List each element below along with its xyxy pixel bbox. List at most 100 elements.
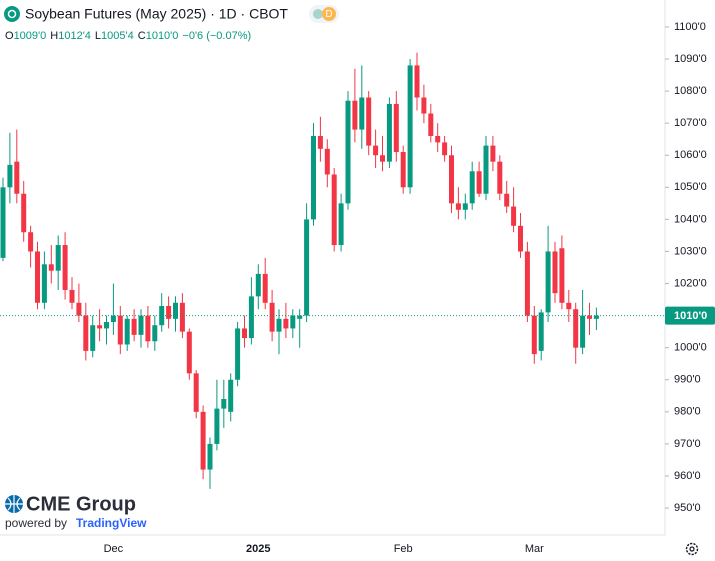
candle-body [352,100,358,130]
candle-body [462,203,468,210]
candle-body [242,328,247,339]
candle-body [97,325,103,329]
y-tick-label: 1070'0 [674,117,707,129]
candle-body [76,302,82,316]
candle-body [311,135,316,220]
candle-body [62,245,68,290]
candle-body [345,100,351,204]
candle-body [69,289,75,303]
candle-body [380,155,385,162]
candle-body [552,251,558,294]
candle-body [587,315,592,319]
candle-body [235,328,241,380]
ohlc-key: O [5,30,14,42]
ohlc-key: C [138,30,146,42]
candle-body [469,171,475,204]
x-tick-label: Mar [525,543,544,555]
candle-body [373,145,379,156]
candle-body [166,305,172,319]
candle-body [28,232,34,252]
candle-body [476,171,482,194]
candle-body [276,318,282,332]
ohlc-value: 1009'0 [14,30,47,42]
ohlc-value: 1005'4 [101,30,134,42]
candle-body [435,135,441,143]
settings-icon[interactable] [685,542,699,556]
ohlc-value: 1010'0 [146,30,179,42]
candle-body [414,65,420,98]
y-tick-label: 1040'0 [674,213,707,225]
y-tick-label: 1090'0 [674,53,707,65]
candle-body [331,174,337,246]
candle-body [566,302,572,310]
candle-body [200,411,206,470]
candle-body [442,142,448,156]
candle-body [55,245,61,271]
y-tick-label: 990'0 [674,374,701,386]
candle-body [483,145,489,194]
ohlc-key: L [95,30,101,42]
candle-body [179,302,185,332]
y-tick-label: 1020'0 [674,277,707,289]
candle-body [124,318,130,345]
candle-body [407,65,413,188]
candle-body [559,248,565,303]
candle-body [35,251,40,303]
candle-body [511,206,517,226]
candle-body [338,203,344,246]
candle-body [359,97,365,130]
x-tick-label: 2025 [246,543,270,555]
candle-body [104,322,109,329]
y-tick-label: 970'0 [674,438,701,450]
candle-body [83,315,89,351]
ohlc-key: H [50,30,58,42]
candle-body [131,318,137,335]
last-price-label: 1010'0 [674,310,707,322]
candle-body [428,113,434,136]
candle-body [490,145,496,162]
candle-body [159,305,165,326]
candle-body [117,315,123,345]
candle-body [317,135,323,149]
candle-body [524,251,530,316]
y-tick-label: 980'0 [674,406,701,418]
candle-body [14,161,20,194]
candle-body [255,273,261,297]
candle-body [573,309,579,348]
x-tick-label: Feb [394,543,413,555]
candle-body [145,315,151,342]
candle-body [138,315,144,335]
candle-body [228,379,234,412]
candle-body [48,264,54,271]
ohlc-change: −0'6 (−0.07%) [182,30,251,42]
y-tick-label: 1060'0 [674,149,707,161]
candle-body [110,315,116,323]
candle-body [449,155,454,204]
candle-body [90,325,96,351]
candle-body [518,225,523,252]
candle-body [221,399,227,409]
candle-body [531,315,537,355]
candle-body [324,148,330,175]
candle-body [173,302,178,319]
candle-body [214,408,220,444]
brand-name: CME Group [26,493,136,515]
candle-body [290,315,296,329]
candle-body [455,203,461,210]
symbol-icon [4,6,20,22]
candle-body [580,315,586,348]
candle-body [41,264,47,303]
candle-body [497,161,503,194]
candle-body [504,193,510,207]
ohlc-value: 1012'4 [58,30,91,42]
candle-body [7,164,13,188]
last-price-box [665,306,715,325]
candle-body [248,296,254,339]
y-tick-label: 1030'0 [674,245,707,257]
candle-body [393,103,399,153]
x-tick-label: Dec [104,543,124,555]
interval-badge[interactable] [309,5,339,23]
ohlc-legend: O1009'0 H1012'4 L1005'4 C1010'0 −0'6 (−0.07%… [5,30,251,42]
